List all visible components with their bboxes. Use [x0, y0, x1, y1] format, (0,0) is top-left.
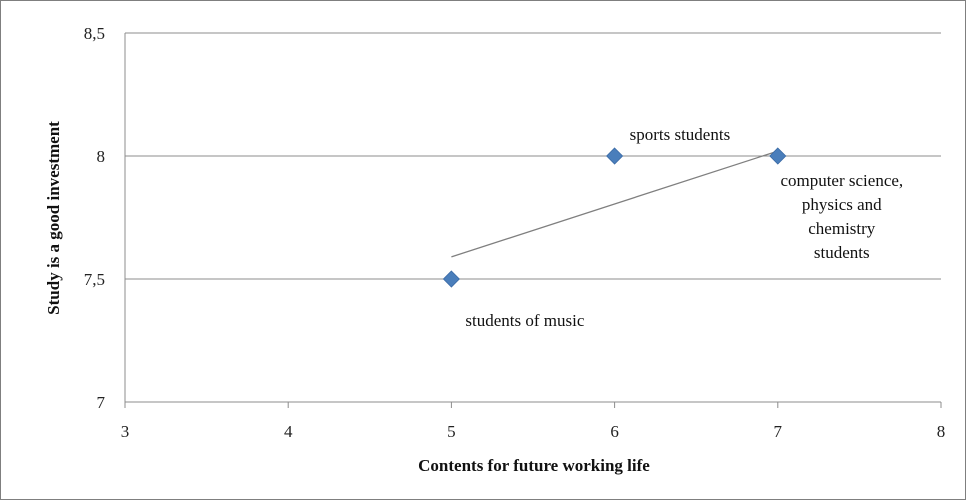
- trendline: [451, 150, 779, 258]
- point-label-line: physics and: [802, 195, 882, 214]
- gridlines: [125, 32, 941, 280]
- trendline-group: [451, 150, 779, 258]
- point-label: computer science, physics and chemistry stu…: [780, 171, 903, 262]
- axes: [124, 33, 942, 408]
- y-axis-title: Study is a good investment: [44, 121, 63, 315]
- x-tick-label: 8: [937, 422, 946, 441]
- point-label: sports students: [630, 125, 731, 144]
- point-label-line: chemistry: [808, 219, 876, 238]
- data-point-diamond: [769, 147, 787, 165]
- y-tick-label: 8: [97, 147, 106, 166]
- x-tick-labels: 3 4 5 6 7 8: [121, 422, 946, 441]
- x-axis-title: Contents for future working life: [418, 456, 650, 475]
- x-tick-label: 4: [284, 422, 293, 441]
- x-tick-label: 6: [610, 422, 619, 441]
- x-tick-label: 3: [121, 422, 130, 441]
- x-tick-label: 5: [447, 422, 456, 441]
- data-point-diamond: [442, 270, 460, 288]
- data-point-diamond: [606, 147, 624, 165]
- x-tick-label: 7: [774, 422, 783, 441]
- y-tick-label: 8,5: [84, 24, 105, 43]
- y-tick-label: 7,5: [84, 270, 105, 289]
- point-label-line: students: [814, 243, 870, 262]
- point-label-line: sports students: [630, 125, 731, 144]
- point-label: students of music: [465, 311, 584, 330]
- y-tick-labels: 7 7,5 8 8,5: [84, 24, 106, 412]
- y-tick-label: 7: [97, 393, 106, 412]
- data-points: [442, 147, 787, 288]
- point-label-line: students of music: [465, 311, 584, 330]
- point-label-line: computer science,: [780, 171, 903, 190]
- point-labels: students of music sports students computer…: [465, 125, 903, 330]
